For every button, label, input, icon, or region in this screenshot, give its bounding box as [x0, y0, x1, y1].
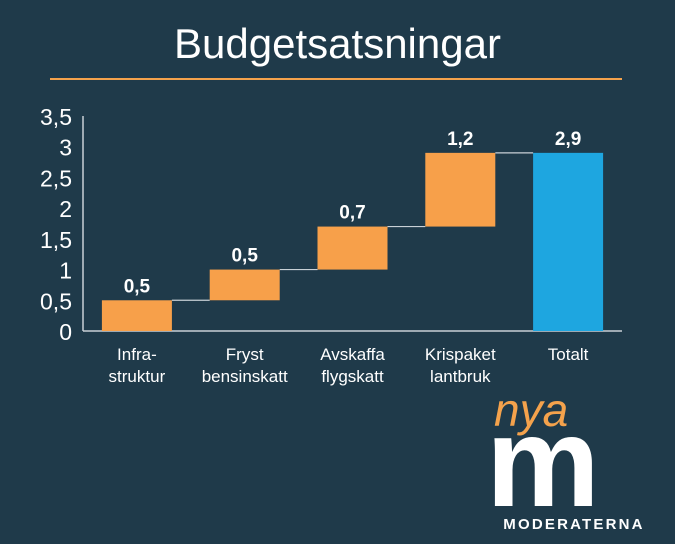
x-tick-label: struktur	[109, 367, 166, 386]
x-tick-label: Krispaket	[425, 345, 496, 364]
title-underline	[50, 78, 622, 80]
chart-title: Budgetsatsningar	[174, 20, 501, 67]
data-label: 1,2	[447, 129, 473, 150]
y-tick-label: 2	[59, 196, 72, 222]
x-tick-label: Avskaffa	[320, 345, 385, 364]
x-tick-label: bensinskatt	[202, 367, 288, 386]
data-label: 0,5	[124, 276, 151, 297]
data-label: 0,7	[339, 203, 365, 224]
y-tick-label: 3	[59, 135, 72, 161]
moderaterna-logo: nya m MODERATERNA	[486, 388, 644, 534]
logo-script-text: nya	[494, 388, 568, 436]
bar-2	[209, 269, 280, 301]
x-tick-label: Totalt	[548, 345, 589, 364]
x-tick-label: Infra-	[117, 345, 157, 364]
data-label: 0,5	[231, 246, 258, 267]
y-tick-label: 0	[59, 319, 72, 345]
bar-1	[101, 300, 172, 331]
bar-5	[533, 152, 604, 331]
data-label: 2,9	[555, 129, 581, 150]
logo-wordmark: MODERATERNA	[503, 516, 644, 533]
x-tick-label: lantbruk	[430, 367, 491, 386]
y-tick-label: 3,5	[40, 104, 72, 130]
bar-3	[317, 226, 388, 270]
x-tick-label: Fryst	[226, 345, 264, 364]
y-tick-label: 0,5	[40, 288, 72, 314]
y-tick-label: 1,5	[40, 227, 72, 253]
y-tick-label: 2,5	[40, 165, 72, 191]
bar-4	[425, 152, 496, 227]
x-tick-label: flygskatt	[321, 367, 384, 386]
logo-main-letter: m	[486, 391, 600, 534]
y-tick-label: 1	[59, 258, 72, 284]
